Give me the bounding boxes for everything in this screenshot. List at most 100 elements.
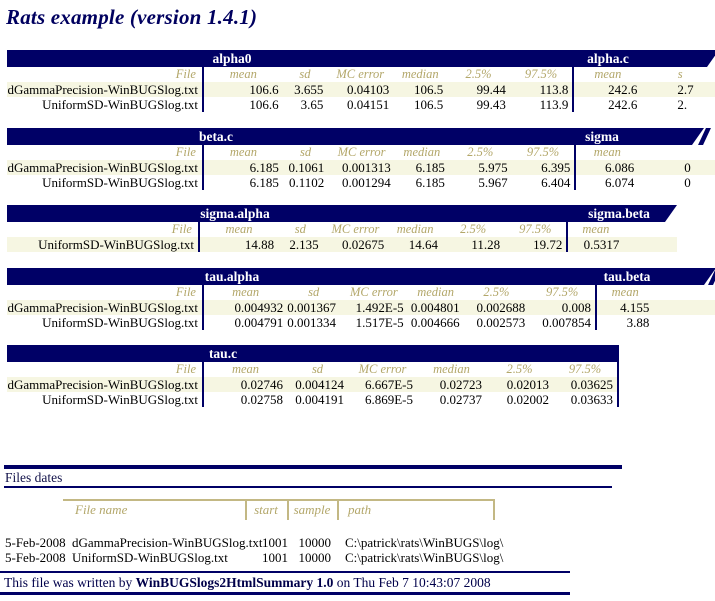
section-title: tau.c	[208, 346, 238, 361]
header-cell: mean	[232, 285, 260, 299]
file-name: dGammaPrecision-WinBUGSlog.txt	[72, 535, 263, 550]
data-cell: 99.44	[476, 82, 506, 97]
file-sample: 10000	[298, 535, 332, 550]
header-cell: sd	[294, 222, 306, 236]
data-cell-clipped: 2.	[677, 97, 688, 112]
data-cell: 0.002688	[476, 300, 526, 315]
data-cell: 242.6	[572, 82, 642, 97]
data-cell: 2.135	[289, 237, 319, 252]
data-cell: 1.492E-5	[355, 300, 404, 315]
header-cell: median	[433, 362, 470, 376]
data-cell: 0.004791	[234, 315, 284, 330]
footer-topline	[0, 571, 570, 573]
footer-text: This file was written by	[4, 575, 136, 590]
data-cell: 3.88	[594, 315, 654, 330]
file-start: 1001	[262, 535, 288, 550]
data-cell: 0.02737	[439, 392, 482, 407]
data-cell: 0.007854	[542, 315, 591, 330]
column-header-row: File mean sd MC error median 2.5% 97.5% …	[7, 67, 715, 82]
header-cell: File	[7, 222, 200, 237]
data-cell: 99.43	[476, 97, 506, 112]
data-cell: 6.404	[541, 175, 571, 190]
footer-bottomline	[0, 592, 570, 595]
header-cell: 2.5%	[506, 362, 533, 376]
header-cell: MC error	[337, 145, 386, 159]
data-cell: 0.004801	[410, 300, 460, 315]
column-header-row: File mean sd MC error median 2.5% 97.5% …	[7, 222, 677, 237]
table-row: dGammaPrecision-WinBUGSlog.txt 106.6 3.6…	[7, 82, 715, 97]
file-cell: dGammaPrecision-WinBUGSlog.txt	[7, 82, 204, 97]
data-cell: 0.04103	[346, 82, 390, 97]
files-table-vline	[493, 499, 495, 520]
data-cell: 6.074	[574, 175, 639, 190]
header-cell: mean	[231, 362, 260, 376]
stats-grid: File mean sd MC error median 2.5% 97.5% …	[7, 285, 715, 330]
header-cell: MC error	[349, 285, 398, 299]
header-cell: File	[7, 145, 204, 160]
header-cell: File	[7, 67, 204, 82]
table-title-bar: alpha0 alpha.c	[7, 50, 715, 67]
section-title: sigma.beta	[588, 206, 650, 221]
data-cell: 0.004666	[410, 315, 460, 330]
header-cell: 2.5%	[465, 67, 492, 81]
data-cell: 113.8	[539, 82, 569, 97]
stats-table-alpha0: alpha0 alpha.c File mean sd MC error med…	[7, 50, 715, 112]
data-cell-clipped	[653, 300, 715, 315]
data-cell: 14.64	[408, 237, 439, 252]
data-cell: 0.001334	[287, 315, 337, 330]
data-cell: 5.967	[478, 175, 508, 190]
files-table-vline	[287, 499, 289, 520]
file-path: C:\patrick\rats\WinBUGS\log\	[345, 535, 504, 550]
file-start: 1001	[262, 550, 288, 565]
data-cell: 106.5	[413, 82, 444, 97]
data-cell: 0.002573	[476, 315, 526, 330]
file-cell: UniformSD-WinBUGSlog.txt	[7, 237, 200, 252]
header-cell: median	[396, 222, 434, 236]
data-cell: 106.6	[249, 97, 279, 112]
column-header-row: File mean sd MC error median 2.5% 97.5% …	[7, 285, 715, 300]
data-cell: 6.395	[541, 160, 571, 175]
file-cell: UniformSD-WinBUGSlog.txt	[7, 175, 204, 190]
header-cell: median	[401, 67, 439, 81]
table-row: UniformSD-WinBUGSlog.txt 14.88 2.135 0.0…	[7, 237, 677, 252]
header-cell: mean	[229, 145, 257, 159]
stats-table-tau-c: tau.c File mean sd MC error median 2.5% …	[7, 345, 619, 407]
divider-thick	[4, 465, 622, 469]
data-cell: 0.02013	[506, 377, 549, 392]
header-cell: File	[7, 362, 204, 377]
table-row: UniformSD-WinBUGSlog.txt 0.004791 0.0013…	[7, 315, 715, 330]
data-cell: 6.185	[415, 160, 445, 175]
data-cell: 0.02746	[240, 377, 283, 392]
file-sample: 10000	[298, 550, 332, 565]
file-cell: UniformSD-WinBUGSlog.txt	[7, 97, 204, 112]
header-cell: 97.5%	[545, 285, 579, 299]
section-title: beta.c	[198, 129, 234, 144]
data-cell: 0.004124	[295, 377, 344, 392]
header-cell: MC error	[358, 362, 407, 376]
table-row: dGammaPrecision-WinBUGSlog.txt 0.02746 0…	[7, 377, 619, 392]
files-header-sample: sample	[293, 502, 331, 517]
header-cell-clipped	[638, 145, 715, 160]
header-cell: sd	[311, 362, 324, 376]
stats-table-sigma-alpha: sigma.alpha sigma.beta File mean sd MC e…	[7, 205, 677, 252]
data-cell: 0.001294	[342, 175, 391, 190]
column-header-row: File mean sd MC error median 2.5% 97.5%	[7, 362, 619, 377]
table-row: UniformSD-WinBUGSlog.txt 6.185 0.1102 0.…	[7, 175, 715, 190]
files-dates-heading: Files dates	[5, 470, 63, 485]
data-cell: 5.975	[478, 160, 508, 175]
header-cell: 97.5%	[553, 362, 619, 377]
table-title-bar: tau.c	[7, 345, 619, 362]
footer-credit: This file was written by WinBUGSlogs2Htm…	[4, 575, 491, 591]
data-cell: 4.155	[594, 300, 654, 315]
header-cell: sd	[300, 145, 312, 159]
files-header-path: path	[348, 502, 372, 517]
header-cell: median	[403, 145, 441, 159]
header-cell: mean	[225, 222, 253, 236]
table-title-bar: beta.c sigma	[7, 128, 704, 145]
data-cell: 0.02002	[506, 392, 549, 407]
data-cell: 6.185	[249, 160, 279, 175]
table-row: UniformSD-WinBUGSlog.txt 0.02758 0.00419…	[7, 392, 619, 407]
stats-grid: File mean sd MC error median 2.5% 97.5% …	[7, 222, 677, 252]
data-cell: 14.88	[244, 237, 275, 252]
